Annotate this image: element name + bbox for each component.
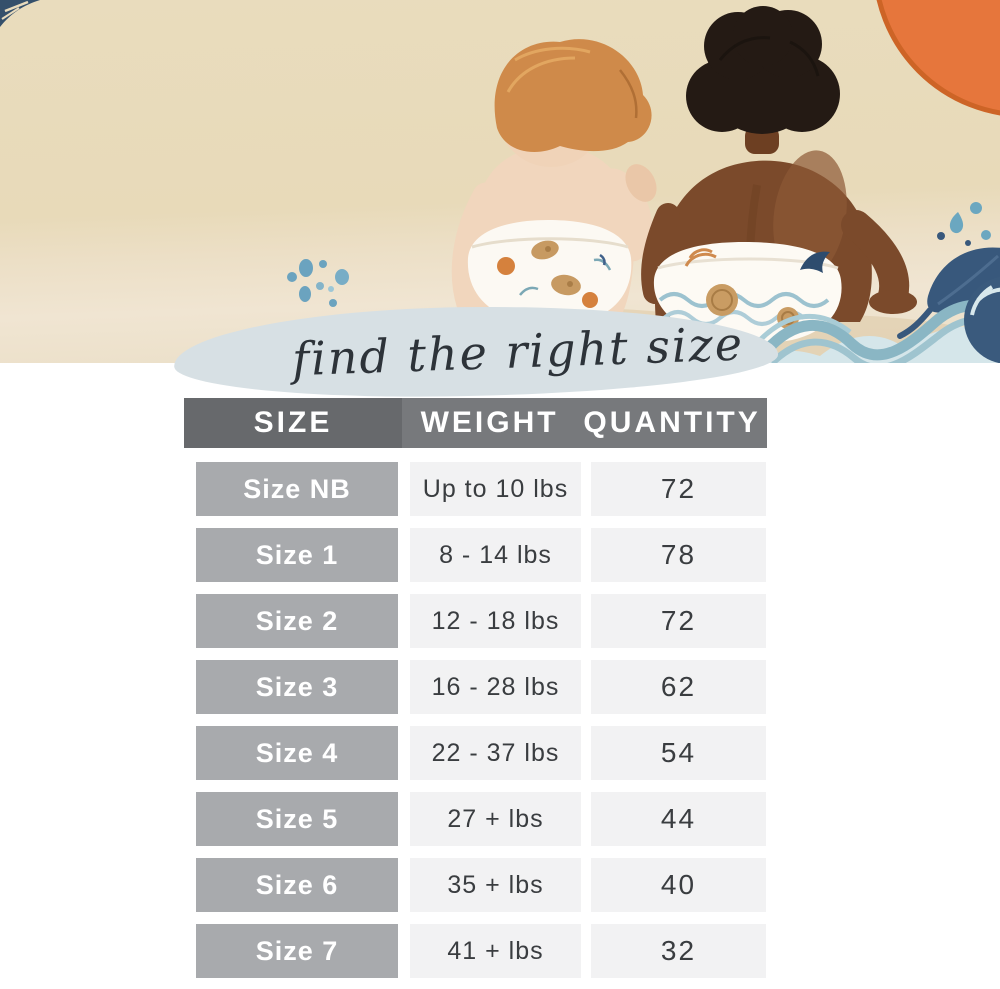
table-row: Size NB Up to 10 lbs 72 [184,462,767,516]
table-header: SIZE WEIGHT QUANTITY [184,398,767,448]
weight-cell: 27 + lbs [410,792,581,846]
table-header-right: WEIGHT QUANTITY [402,398,767,448]
weight-cell: 8 - 14 lbs [410,528,581,582]
table-row: Size 7 41 + lbs 32 [184,924,767,978]
toddler-left [451,39,657,328]
weight-cell: 35 + lbs [410,858,581,912]
table-row: Size 2 12 - 18 lbs 72 [184,594,767,648]
size-cell: Size 5 [196,792,398,846]
wave-decor [758,276,1000,363]
size-cell: Size 2 [196,594,398,648]
weight-cell: 22 - 37 lbs [410,726,581,780]
quantity-cell: 54 [591,726,766,780]
size-cell: Size 7 [196,924,398,978]
size-cell: Size 1 [196,528,398,582]
table-row: Size 6 35 + lbs 40 [184,858,767,912]
water-drops-decor [937,202,991,246]
weight-cell: 16 - 28 lbs [410,660,581,714]
quantity-cell: 78 [591,528,766,582]
size-cell: Size 4 [196,726,398,780]
page-title: find the right size [291,316,745,386]
col-header-size: SIZE [184,398,402,448]
col-header-weight: WEIGHT [420,406,559,439]
quantity-cell: 40 [591,858,766,912]
table-body: Size NB Up to 10 lbs 72 Size 1 8 - 14 lb… [184,462,767,978]
weight-cell: 41 + lbs [410,924,581,978]
quantity-cell: 62 [591,660,766,714]
size-cell: Size 6 [196,858,398,912]
corner-leaf-decor [0,0,40,27]
orange-circle-decor [876,0,1000,116]
table-row: Size 5 27 + lbs 44 [184,792,767,846]
weight-cell: Up to 10 lbs [410,462,581,516]
navy-swirl-decor [964,276,1000,363]
quantity-cell: 44 [591,792,766,846]
size-cell: Size 3 [196,660,398,714]
size-table: SIZE WEIGHT QUANTITY Size NB Up to 10 lb… [184,398,767,989]
table-row: Size 4 22 - 37 lbs 54 [184,726,767,780]
weight-cell: 12 - 18 lbs [410,594,581,648]
paint-dots-decor [287,259,349,307]
quantity-cell: 72 [591,594,766,648]
quantity-cell: 32 [591,924,766,978]
size-cell: Size NB [196,462,398,516]
col-header-quantity: QUANTITY [583,406,761,439]
toddler-right [641,6,917,344]
quantity-cell: 72 [591,462,766,516]
table-row: Size 3 16 - 28 lbs 62 [184,660,767,714]
table-row: Size 1 8 - 14 lbs 78 [184,528,767,582]
